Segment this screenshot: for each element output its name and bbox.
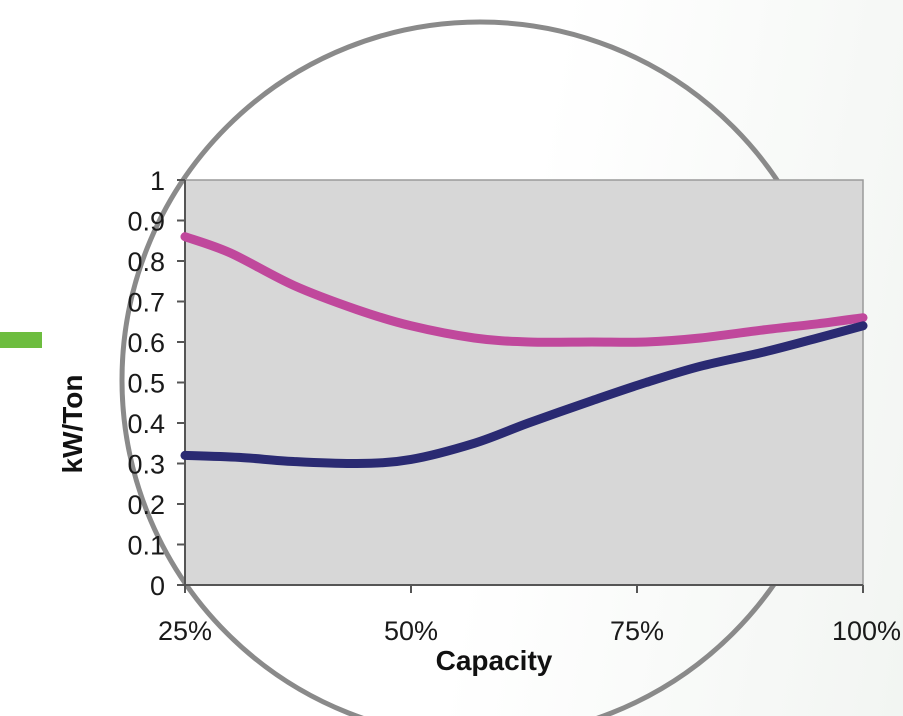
y-tick-label: 0.3	[127, 450, 165, 480]
y-tick-label: 0.1	[127, 531, 165, 561]
y-tick-label: 0.7	[127, 288, 165, 318]
x-tick-label: 25%	[158, 616, 212, 646]
accent-bar	[0, 332, 42, 348]
x-tick-label: 100%	[832, 616, 901, 646]
series-line-1	[180, 321, 868, 469]
x-axis-title: Capacity	[436, 645, 553, 676]
plot-area	[184, 179, 864, 586]
x-tick-label: 50%	[384, 616, 438, 646]
y-tick-label: 0	[150, 571, 165, 601]
x-tick-label: 75%	[610, 616, 664, 646]
series-layer	[180, 232, 868, 469]
y-tick-label: 0.6	[127, 328, 165, 358]
y-tick-label: 0.4	[127, 409, 165, 439]
y-tick-label: 1	[150, 166, 165, 196]
series-line-0	[180, 232, 868, 347]
y-tick-label: 0.5	[127, 369, 165, 399]
y-axis: 0 0.1 0.2 0.3 0.4 0.5 0.6 0.7 0.8 0.9 1	[127, 166, 185, 601]
x-axis: 25% 50% 75% 100%	[158, 585, 901, 646]
y-tick-label: 0.2	[127, 490, 165, 520]
y-axis-title: kW/Ton	[57, 374, 88, 473]
plot-background	[184, 179, 864, 586]
y-tick-label: 0.9	[127, 207, 165, 237]
y-tick-label: 0.8	[127, 247, 165, 277]
